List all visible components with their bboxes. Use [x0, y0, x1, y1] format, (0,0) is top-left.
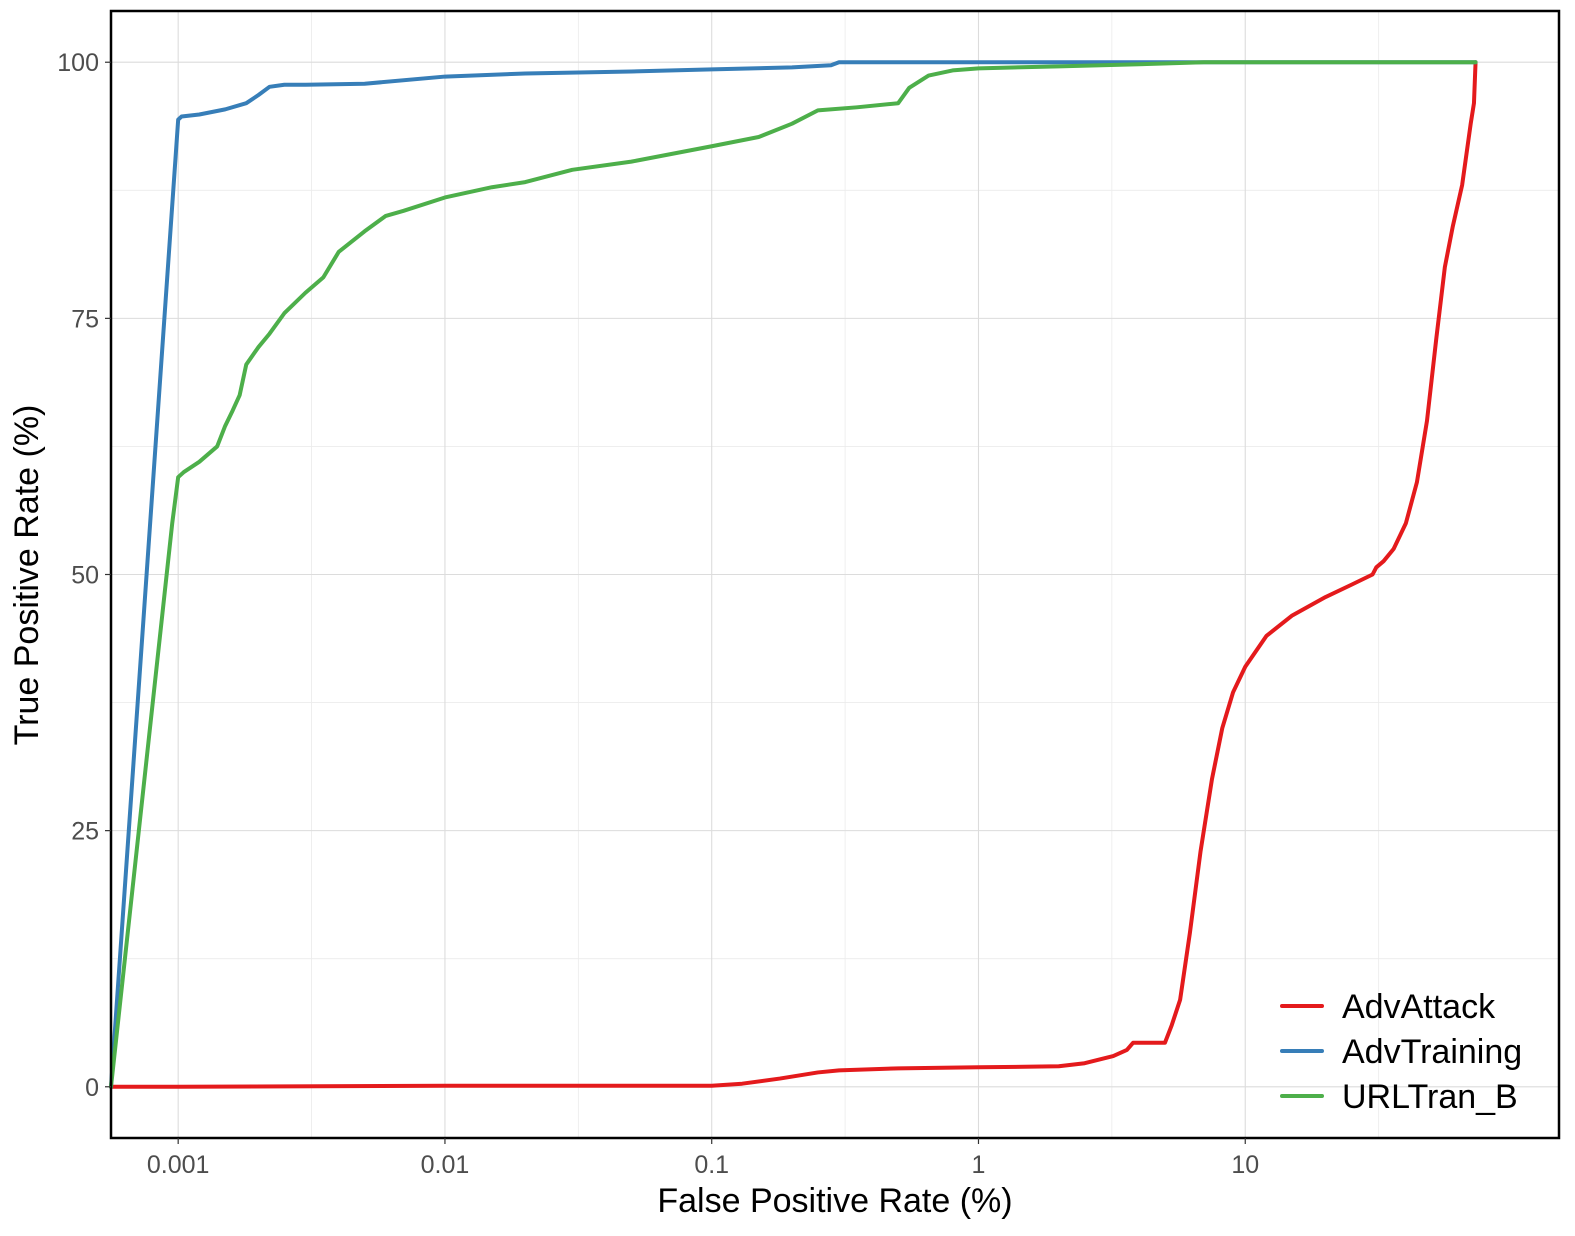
x-tick-label: 0.1: [694, 1151, 729, 1179]
x-tick-label: 1: [972, 1151, 986, 1179]
y-tick-label: 0: [85, 1074, 99, 1102]
legend-label: URLTran_B: [1342, 1078, 1518, 1116]
y-axis-title: True Positive Rate (%): [8, 405, 46, 746]
y-tick-label: 100: [57, 49, 99, 77]
series-line-urltran-b: [109, 60, 1478, 1089]
legend-item-advtraining: AdvTraining: [1280, 1033, 1522, 1071]
x-axis-title: False Positive Rate (%): [657, 1182, 1012, 1220]
legend-label: AdvAttack: [1342, 988, 1496, 1026]
x-tick-label: 0.001: [147, 1151, 210, 1179]
x-tick-label: 10: [1231, 1151, 1259, 1179]
y-tick-label: 75: [71, 305, 99, 333]
legend-label: AdvTraining: [1342, 1033, 1522, 1071]
y-axis-ticks: 0 25 50 75 100: [57, 49, 111, 1102]
legend-item-advattack: AdvAttack: [1280, 988, 1496, 1026]
y-tick-label: 50: [71, 562, 99, 590]
x-axis-ticks: 0.001 0.01 0.1 1 10: [147, 1138, 1259, 1179]
y-tick-label: 25: [71, 818, 99, 846]
series-line-advattack: [109, 60, 1478, 1089]
legend-item-urltran-b: URLTran_B: [1280, 1078, 1518, 1116]
series-lines: [109, 60, 1478, 1089]
series-line-advtraining: [109, 60, 1478, 1089]
x-tick-label: 0.01: [421, 1151, 470, 1179]
legend: AdvAttack AdvTraining URLTran_B: [1280, 988, 1522, 1116]
